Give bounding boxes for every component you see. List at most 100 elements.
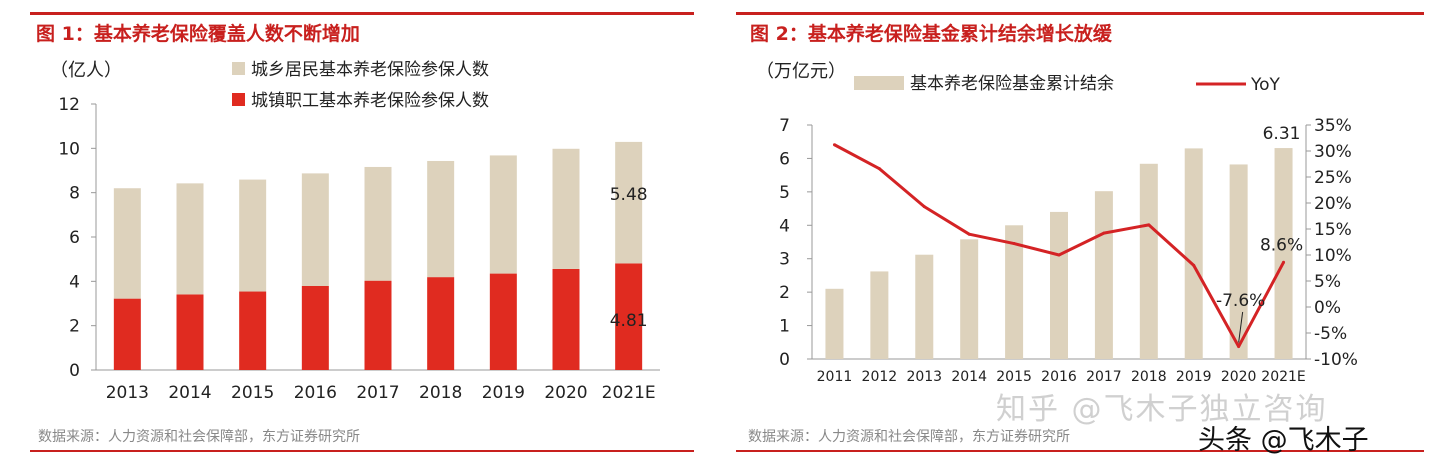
chart-2-svg: （万亿元） 基本养老保险基金累计结余 YoY 0 1 2 3 4 5 6 7 -10% -5% 0% 5% 1… <box>756 61 1358 385</box>
y-axis-label: （亿人） <box>50 60 122 81</box>
bar-urban-rural-resident <box>301 173 329 286</box>
bar-urban-employee <box>364 280 392 370</box>
bar-urban-employee <box>113 298 141 370</box>
legend-label: 城镇职工基本养老保险参保人数 <box>251 91 489 111</box>
y-tick-label: 8 <box>69 184 80 204</box>
yoy-point <box>1282 260 1286 264</box>
yoy-point <box>832 143 836 147</box>
bar-fund-balance <box>960 239 979 359</box>
bottom-rule <box>736 450 1424 452</box>
bar-urban-rural-resident <box>239 179 267 292</box>
legend-swatch <box>854 76 904 90</box>
x-tick-label: 2021E <box>1261 369 1305 385</box>
y-tick-label: 4 <box>779 216 790 236</box>
x-tick-label: 2020 <box>544 383 587 403</box>
chart-title-2: 图 2：基本养老保险基金累计结余增长放缓 <box>750 23 1112 45</box>
chart-title-1: 图 1：基本养老保险覆盖人数不断增加 <box>36 23 360 45</box>
bar-fund-balance <box>1050 211 1068 359</box>
y2-tick-label: 35% <box>1314 116 1352 136</box>
x-tick-label: 2017 <box>1086 369 1122 385</box>
yoy-point <box>1102 231 1106 235</box>
y2-tick-label: -10% <box>1314 350 1358 370</box>
x-tick-label: 2016 <box>294 383 337 403</box>
y2-tick-label: 0% <box>1314 298 1341 318</box>
y-tick-label: 10 <box>58 139 80 159</box>
bar-urban-rural-resident <box>427 160 455 278</box>
x-tick-label: 2013 <box>906 369 942 385</box>
y-tick-label: 0 <box>779 350 790 370</box>
y-tick-label: 2 <box>779 283 790 303</box>
top-rule <box>736 12 1424 15</box>
bar-urban-employee <box>552 268 580 370</box>
x-tick-label: 2012 <box>862 369 898 385</box>
chart-panel-1: 图 1：基本养老保险覆盖人数不断增加 （亿人） 城乡居民基本养老保险参保人数 城镇职… <box>0 0 700 474</box>
y2-tick-label: 25% <box>1314 168 1352 188</box>
x-tick-label: 2018 <box>1131 369 1167 385</box>
bar-urban-employee <box>239 291 267 370</box>
toutiao-watermark: 头条 @飞木子 <box>1198 425 1369 456</box>
bottom-rule <box>30 450 694 452</box>
x-tick-label: 2015 <box>231 383 274 403</box>
y2-tick-label: 5% <box>1314 272 1341 292</box>
bar-urban-rural-resident <box>113 188 141 299</box>
bar-urban-rural-resident <box>176 183 204 295</box>
bar-urban-employee <box>489 273 517 370</box>
legend-label: 城乡居民基本养老保险参保人数 <box>251 60 489 80</box>
yoy-point <box>967 232 971 236</box>
x-tick-label: 2016 <box>1041 369 1077 385</box>
y2-tick-label: 30% <box>1314 142 1352 162</box>
chart-panel-2: 图 2：基本养老保险基金累计结余增长放缓 （万亿元） 基本养老保险基金累计结余 Yo… <box>726 0 1440 474</box>
bar-fund-balance <box>915 254 934 359</box>
y-tick-label: 3 <box>779 250 790 270</box>
y2-tick-label: -5% <box>1314 324 1347 344</box>
x-tick-label: 2013 <box>106 383 149 403</box>
x-tick-label: 2018 <box>419 383 462 403</box>
y-tick-label: 0 <box>69 361 80 381</box>
bar-urban-employee <box>301 285 329 370</box>
y-tick-label: 6 <box>69 228 80 248</box>
bar-urban-rural-resident <box>615 141 643 264</box>
bar-fund-balance <box>1005 225 1024 359</box>
y-tick-label: 6 <box>779 149 790 169</box>
yoy-point <box>1147 223 1151 227</box>
x-tick-label: 2017 <box>356 383 399 403</box>
bar-fund-balance <box>1184 148 1203 359</box>
data-label: 8.6% <box>1260 235 1303 255</box>
x-tick-label: 2015 <box>996 369 1032 385</box>
x-tick-label: 2019 <box>1176 369 1212 385</box>
y-tick-label: 5 <box>779 183 790 203</box>
y-tick-label: 2 <box>69 317 80 337</box>
bar-urban-rural-resident <box>364 166 392 281</box>
data-label: 6.31 <box>1263 124 1301 144</box>
legend-label: YoY <box>1250 75 1281 95</box>
data-label: 5.48 <box>610 185 648 205</box>
bar-urban-rural-resident <box>489 155 517 274</box>
x-tick-label: 2021E <box>602 383 656 403</box>
yoy-point <box>877 167 881 171</box>
bar-urban-rural-resident <box>552 148 580 269</box>
x-tick-label: 2019 <box>482 383 525 403</box>
y-tick-label: 7 <box>779 116 790 136</box>
zhihu-watermark: 知乎 @飞木子独立咨询 <box>996 392 1328 427</box>
y2-tick-label: 10% <box>1314 246 1352 266</box>
data-label: 4.81 <box>610 311 648 331</box>
yoy-point <box>1057 253 1061 257</box>
source-note-1: 数据来源：人力资源和社会保障部，东方证券研究所 <box>38 429 360 445</box>
bar-fund-balance <box>870 271 889 359</box>
y2-tick-label: 20% <box>1314 194 1352 214</box>
top-rule <box>30 12 694 15</box>
yoy-point <box>1012 242 1016 246</box>
legend-swatch <box>232 93 245 106</box>
legend-label: 基本养老保险基金累计结余 <box>910 74 1114 94</box>
bar-fund-balance <box>1094 191 1113 359</box>
source-note-2: 数据来源：人力资源和社会保障部，东方证券研究所 <box>748 429 1070 445</box>
y2-tick-label: 15% <box>1314 220 1352 240</box>
bar-fund-balance <box>825 288 844 359</box>
yoy-point <box>922 205 926 209</box>
bar-urban-employee <box>427 277 455 370</box>
x-tick-label: 2011 <box>817 369 853 385</box>
x-tick-label: 2020 <box>1221 369 1257 385</box>
bar-fund-balance <box>1229 164 1248 359</box>
x-tick-label: 2014 <box>168 383 211 403</box>
